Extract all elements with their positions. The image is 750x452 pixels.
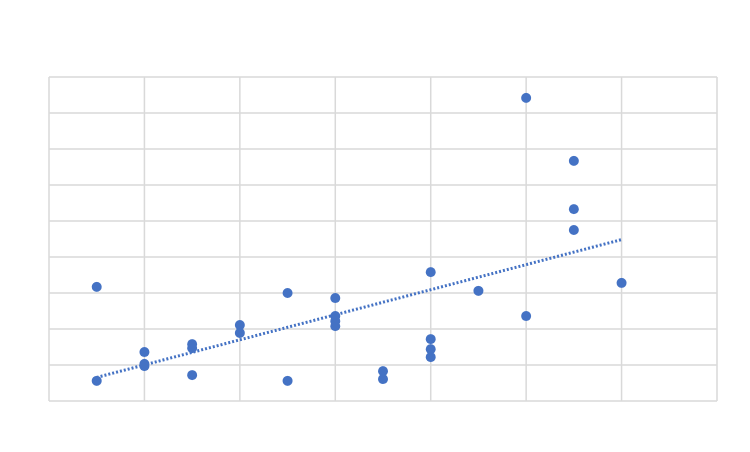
point [139,347,150,358]
point [616,277,627,288]
point [234,320,245,331]
point [378,366,388,377]
point [91,375,102,386]
point [521,92,532,103]
trendline [96,238,622,379]
point [568,204,579,215]
point [568,225,579,235]
point [473,285,484,296]
point [425,267,436,278]
point [378,374,388,385]
point [521,311,532,322]
point [425,334,436,345]
point [234,327,245,338]
point [187,370,198,381]
point [91,281,102,292]
point [568,155,579,166]
point [282,375,293,386]
point [282,288,293,298]
point [425,352,436,363]
point [330,321,341,332]
point [187,343,198,354]
point [425,344,436,355]
point [330,293,341,304]
